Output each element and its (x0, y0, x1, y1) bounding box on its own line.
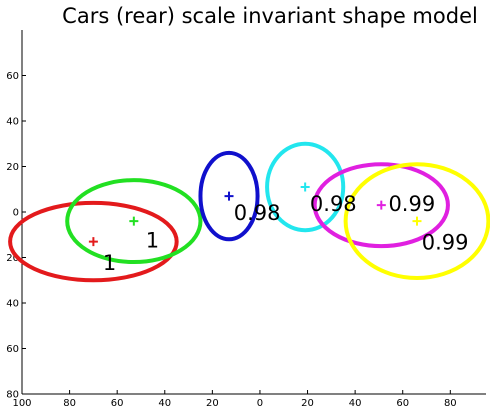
part-centers (88, 182, 422, 247)
y-tick-label: 0 (13, 208, 19, 219)
x-tick-label: 80 (63, 398, 76, 409)
part-probability-label-2: 1 (146, 228, 159, 252)
x-tick-label: 60 (396, 398, 409, 409)
y-tick-label: 20 (6, 253, 19, 264)
x-tick-label: 40 (349, 398, 362, 409)
part-ellipse-4 (265, 141, 346, 233)
part-center-marker-1 (88, 237, 98, 247)
y-tick-label: 40 (6, 117, 19, 128)
x-tick-label: 20 (206, 398, 219, 409)
y-tick-label: 20 (6, 162, 19, 173)
y-tick-label: 60 (6, 71, 19, 82)
part-probability-label-6: 0.99 (422, 231, 469, 255)
x-tick-label: 20 (301, 398, 314, 409)
part-ellipse-3 (198, 150, 260, 242)
x-tick-label: 100 (12, 398, 31, 409)
part-center-marker-2 (129, 216, 139, 226)
chart-title: Cars (rear) scale invariant shape model (62, 4, 478, 28)
part-ellipse-5 (312, 162, 450, 249)
y-tick-label: 80 (6, 390, 19, 401)
part-probability-label-4: 0.98 (310, 192, 357, 216)
x-tick-label: 0 (257, 398, 263, 409)
part-center-marker-5 (376, 200, 386, 210)
x-tick-label: 80 (444, 398, 457, 409)
part-ellipse-6 (343, 162, 490, 280)
part-center-marker-3 (224, 191, 234, 201)
part-center-marker-4 (300, 182, 310, 192)
part-center-marker-6 (412, 216, 422, 226)
x-tick-label: 40 (158, 398, 171, 409)
part-labels: 1 1 0.98 0.98 0.99 0.99 (103, 192, 469, 275)
part-probability-label-1: 1 (103, 251, 116, 275)
y-tick-label: 40 (6, 299, 19, 310)
part-ellipse-1 (8, 200, 179, 283)
part-probability-label-3: 0.98 (234, 201, 281, 225)
part-ellipses (8, 141, 490, 283)
x-tick-label: 60 (111, 398, 124, 409)
y-tick-label: 60 (6, 344, 19, 355)
part-probability-label-5: 0.99 (388, 192, 435, 216)
part-ellipse-2 (65, 178, 203, 265)
